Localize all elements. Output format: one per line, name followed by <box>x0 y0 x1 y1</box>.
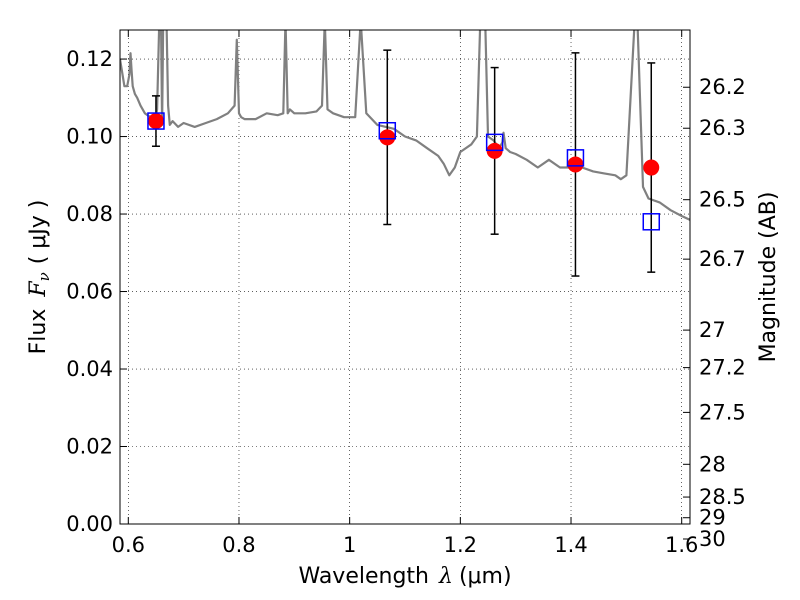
y-tick-label: 0.10 <box>66 125 113 149</box>
spectrum-line <box>120 30 690 221</box>
model-point <box>378 121 397 140</box>
right-tick-label: 28 <box>699 452 726 476</box>
plot-background <box>120 30 690 524</box>
axis-ticks: 0.6 0.8 1 1.2 1.4 1.6 0.00 0.02 0.04 0.06 0.08 0.10… <box>66 30 746 557</box>
model-series <box>147 112 661 231</box>
model-point <box>147 112 165 130</box>
right-axis-label: Magnitude (AB) <box>756 192 781 363</box>
x-tick-label: 1.4 <box>554 533 587 557</box>
right-tick-label: 26.2 <box>699 75 746 99</box>
x-tick-label: 0.8 <box>222 533 255 557</box>
right-tick-label: 27.2 <box>699 356 746 380</box>
y-tick-label: 0.04 <box>66 357 113 381</box>
right-tick-label: 28.5 <box>699 485 746 509</box>
plot-frame <box>119 29 691 525</box>
observed-point <box>379 129 396 146</box>
right-tick-label: 26.7 <box>699 247 746 271</box>
model-point <box>485 133 504 152</box>
y-tick-label: 0.02 <box>66 435 113 459</box>
y-tick-label: 0.00 <box>66 512 113 536</box>
model-point <box>566 149 585 167</box>
right-tick-label: 26.3 <box>699 116 746 140</box>
x-axis-label: Wavelength λ (μm) <box>298 564 511 589</box>
y-tick-label: 0.08 <box>66 202 113 226</box>
right-tick-label: 27 <box>699 318 726 342</box>
y-tick-label: 0.06 <box>66 280 113 304</box>
x-tick-label: 0.6 <box>112 533 145 557</box>
spectrum-series <box>120 30 690 221</box>
observed-point <box>567 156 584 173</box>
x-tick-label: 1 <box>343 533 356 557</box>
model-point <box>642 213 661 231</box>
right-tick-label: 30 <box>699 527 726 551</box>
x-tick-label: 1.6 <box>665 533 698 557</box>
right-tick-label: 29 <box>699 506 726 530</box>
observed-point <box>147 113 164 130</box>
right-tick-label: 27.5 <box>699 400 746 424</box>
right-tick-label: 26.5 <box>699 188 746 212</box>
observed-point <box>643 159 660 176</box>
y-axis-label: FluxFν( μJy ) <box>26 200 53 355</box>
x-tick-label: 1.2 <box>444 533 477 557</box>
y-tick-label: 0.12 <box>66 47 113 71</box>
